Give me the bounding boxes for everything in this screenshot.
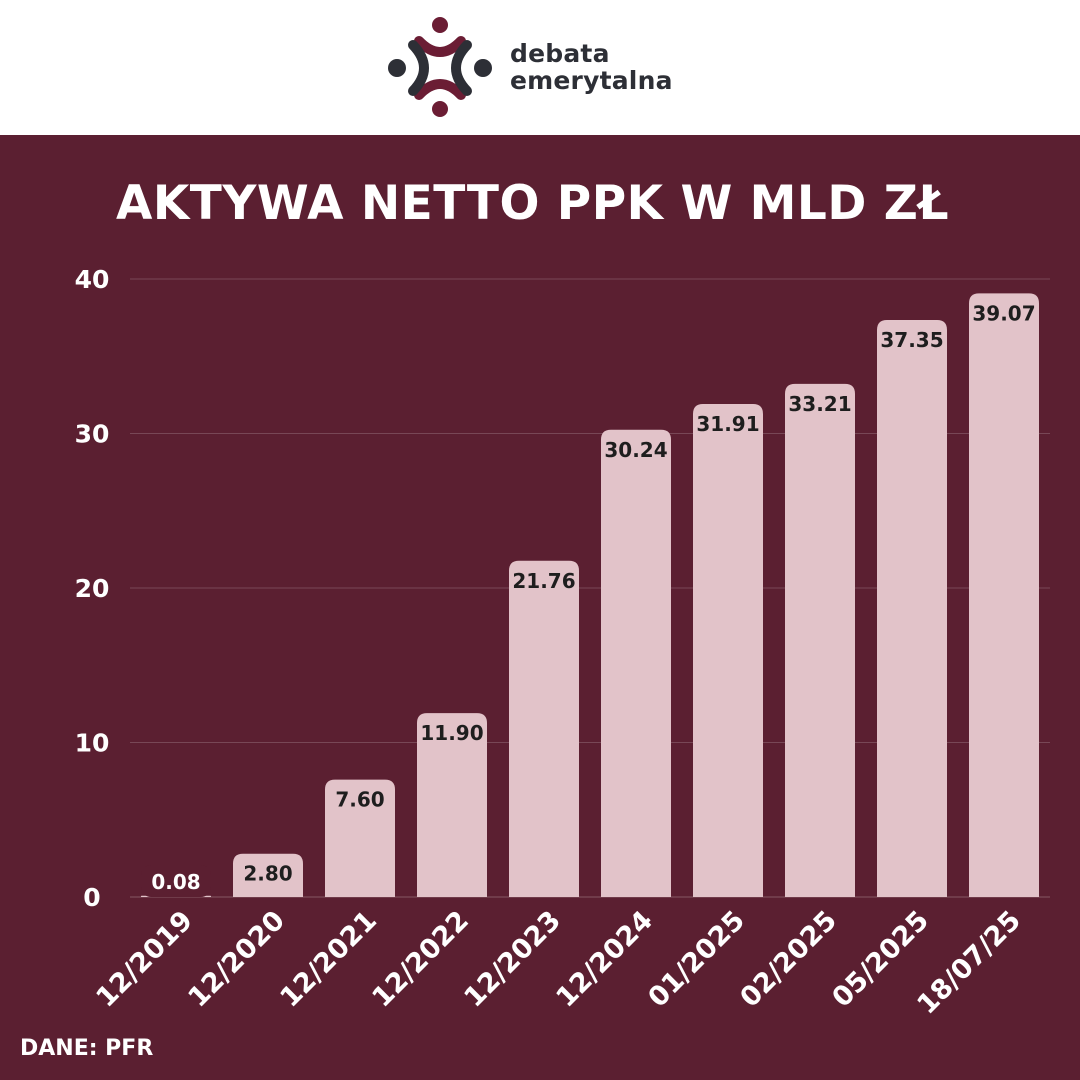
y-tick-label: 10 — [75, 729, 110, 758]
y-tick-label: 0 — [83, 883, 100, 912]
data-label: 0.08 — [151, 870, 200, 894]
brand-name: debata emerytalna — [510, 40, 673, 94]
header: debata emerytalna — [0, 0, 1080, 135]
bar — [969, 293, 1039, 897]
x-tick-label: 12/2021 — [274, 905, 383, 1014]
x-tick-label: 12/2019 — [90, 905, 199, 1014]
data-label: 7.60 — [335, 788, 384, 812]
x-tick-label: 12/2023 — [458, 905, 567, 1014]
bar — [325, 779, 395, 897]
brand-name-line1: debata — [510, 39, 610, 68]
bar — [417, 713, 487, 897]
x-tick-label: 02/2025 — [734, 905, 843, 1014]
data-label: 39.07 — [972, 301, 1035, 325]
bar — [877, 319, 947, 897]
data-label: 30.24 — [604, 438, 667, 462]
bar — [785, 383, 855, 897]
x-tick-label: 01/2025 — [642, 905, 751, 1014]
y-tick-label: 20 — [75, 574, 110, 603]
bar — [509, 560, 579, 897]
x-tick-label: 12/2022 — [366, 905, 475, 1014]
data-label: 33.21 — [788, 392, 851, 416]
data-label-bg — [141, 865, 211, 897]
chart-title: AKTYWA NETTO PPK W MLD ZŁ — [115, 176, 950, 231]
y-tick-label: 40 — [75, 265, 110, 294]
bar — [601, 429, 671, 897]
data-label: 2.80 — [243, 862, 292, 886]
data-label: 37.35 — [880, 328, 943, 352]
data-label: 31.91 — [696, 412, 759, 436]
brand-name-line2: emerytalna — [510, 66, 673, 95]
x-tick-label: 12/2020 — [182, 905, 291, 1014]
bar — [233, 853, 303, 897]
y-tick-label: 30 — [75, 420, 110, 449]
x-tick-label: 12/2024 — [550, 905, 659, 1014]
data-label: 21.76 — [512, 569, 575, 593]
data-source: DANE: PFR — [20, 1036, 154, 1061]
logo-icon — [388, 17, 492, 117]
data-label: 11.90 — [420, 721, 483, 745]
bar — [693, 403, 763, 897]
